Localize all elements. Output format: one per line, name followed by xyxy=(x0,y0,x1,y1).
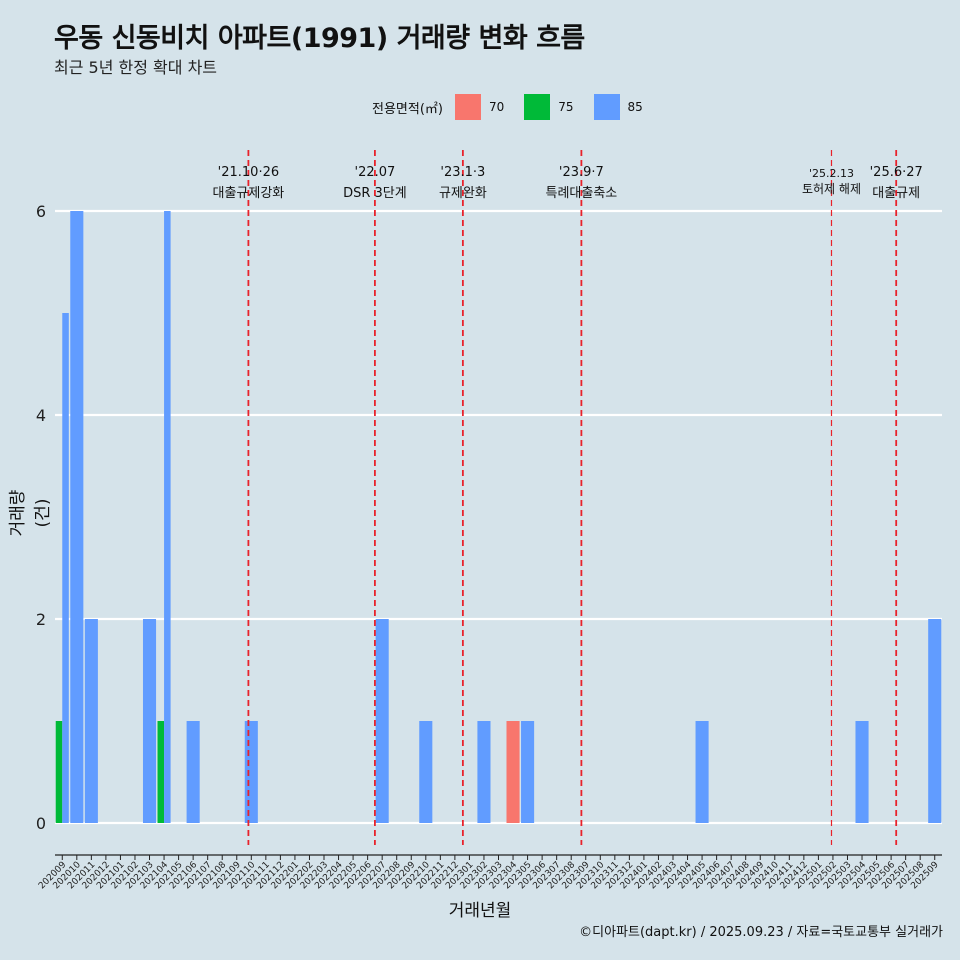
legend: 전용면적(㎡) 70 75 85 xyxy=(372,93,663,121)
legend-label-70: 70 xyxy=(488,100,505,114)
bar-202011-85 xyxy=(84,619,98,823)
x-axis-title: 거래년월 xyxy=(448,901,512,921)
event-date: '23.1·3 xyxy=(440,165,485,180)
bar-202110-85 xyxy=(244,721,258,823)
bar-202104-85 xyxy=(164,211,171,823)
y-tick-label: 2 xyxy=(36,610,46,629)
legend-label-85: 85 xyxy=(627,100,643,114)
legend-swatch-85 xyxy=(593,94,620,120)
event-date: '22.07 xyxy=(355,165,396,180)
bar-202210-85 xyxy=(419,721,433,823)
legend-swatch-70 xyxy=(454,94,481,120)
bar-202103-85 xyxy=(142,619,157,823)
y-axis-title: 거래량(건) xyxy=(8,489,53,537)
bar-202304-70 xyxy=(506,721,520,823)
source-caption: ©디아파트(dapt.kr) / 2025.09.23 / 자료=국토교통부 실… xyxy=(579,925,943,940)
bar-202010-85 xyxy=(70,211,84,823)
bar-202305-85 xyxy=(521,721,535,823)
event-label: 규제완화 xyxy=(439,186,487,201)
event-label: 토허제 해제 xyxy=(802,182,861,196)
event-label: DSR 3단계 xyxy=(343,186,407,201)
bar-202302-85 xyxy=(477,721,491,823)
event-date: '21.10·26 xyxy=(218,165,279,180)
bar-202106-85 xyxy=(186,721,200,823)
bar-202405-85 xyxy=(695,721,709,823)
event-date: '25.6·27 xyxy=(870,165,923,180)
y-tick-label: 6 xyxy=(36,202,46,221)
legend-swatch-75 xyxy=(524,94,551,120)
y-tick-label: 0 xyxy=(36,814,46,833)
chart-subtitle: 최근 5년 한정 확대 차트 xyxy=(54,58,218,77)
bar-202509-85 xyxy=(928,619,942,823)
legend-label-75: 75 xyxy=(558,100,574,114)
bar-202009-75 xyxy=(55,721,63,823)
chart-title: 우동 신동비치 아파트(1991) 거래량 변화 흐름 xyxy=(54,23,585,54)
legend-title: 전용면적(㎡) xyxy=(372,101,443,117)
bar-202207-85 xyxy=(375,619,389,823)
bar-202009-85 xyxy=(62,313,69,823)
event-date: '23.9·7 xyxy=(559,165,604,180)
event-label: 대출규제강화 xyxy=(213,186,285,201)
bar-202504-85 xyxy=(855,721,869,823)
event-date: '25.2.13 xyxy=(809,167,854,180)
event-label: 대출규제 xyxy=(872,186,920,201)
y-tick-label: 4 xyxy=(36,406,46,425)
bar-202104-75 xyxy=(157,721,165,823)
event-label: 특례대출축소 xyxy=(546,186,618,201)
